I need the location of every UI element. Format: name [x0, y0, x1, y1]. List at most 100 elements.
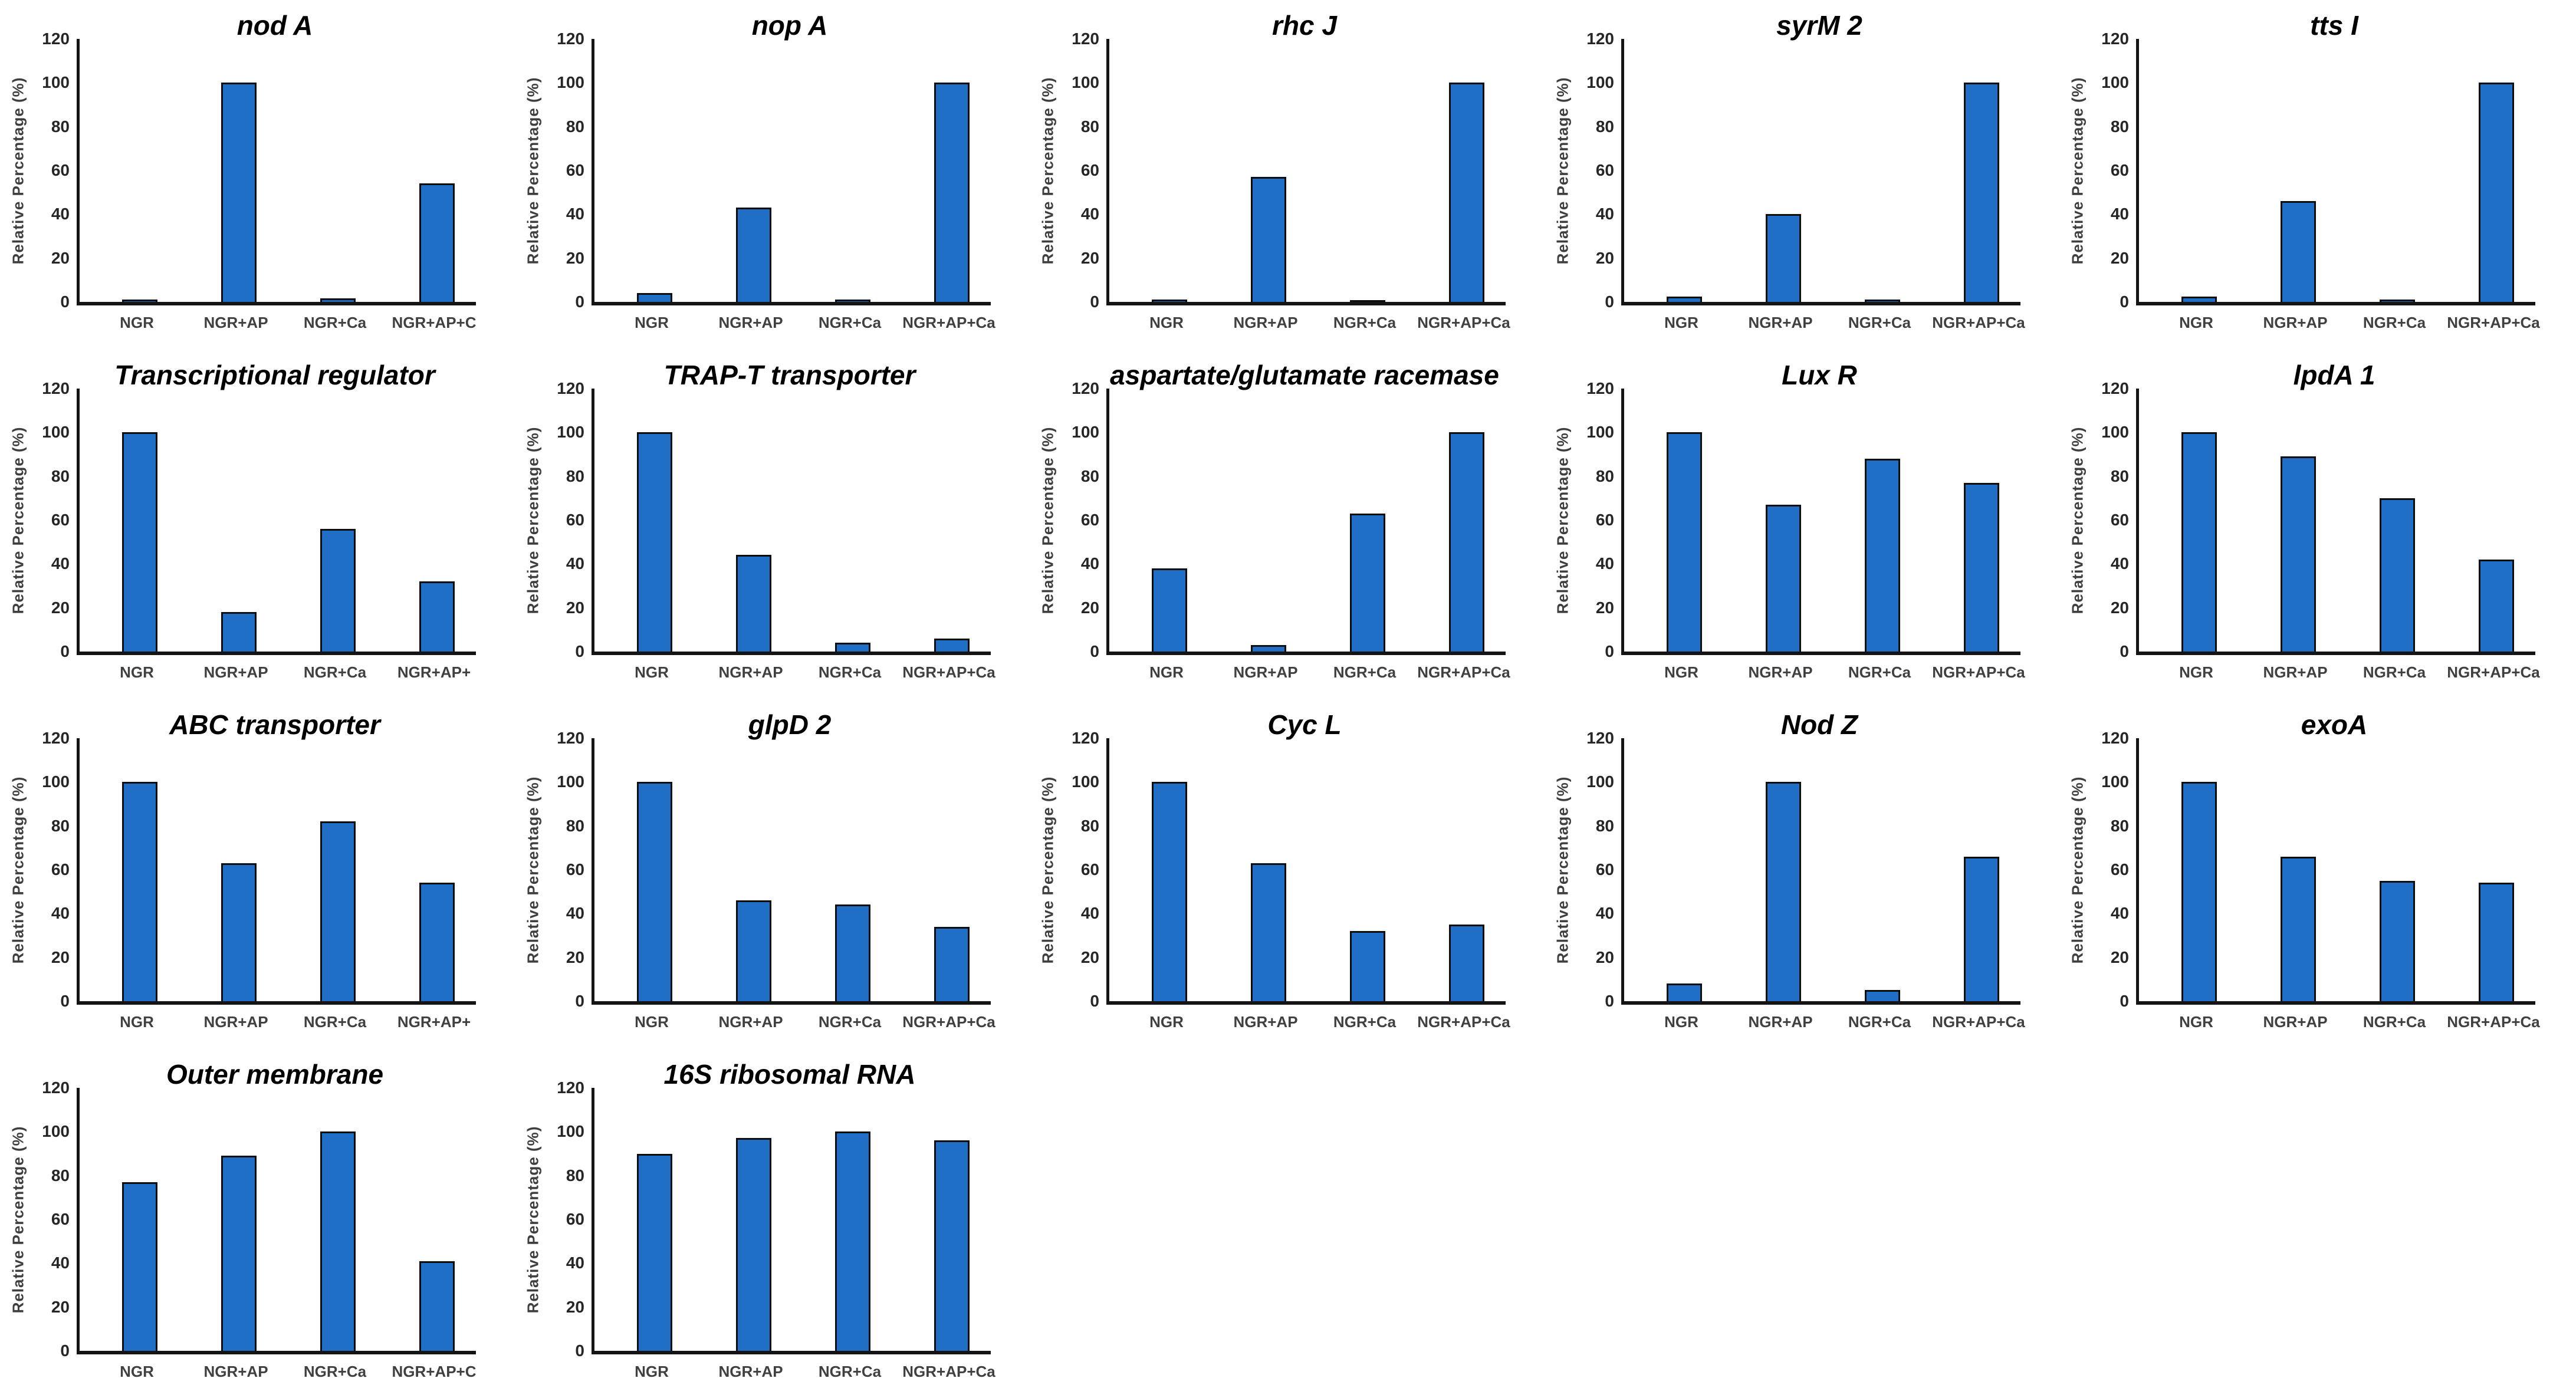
bar-ngr-ca — [1350, 513, 1385, 652]
bar-ngr-ap-ca — [1449, 83, 1484, 302]
chart-title: exoA — [2301, 709, 2368, 740]
bar-ngr — [2181, 432, 2217, 652]
x-category-label: NGR+AP — [1233, 314, 1298, 331]
x-category-label: NGR — [1664, 314, 1698, 331]
plot-area — [1621, 389, 2020, 655]
plot-area — [592, 1088, 991, 1354]
y-tick-label: 20 — [51, 1297, 70, 1316]
y-tick-label: 40 — [2110, 554, 2129, 573]
x-category-label: NGR+AP+Ca — [2447, 663, 2540, 681]
bar-ngr-ca — [1865, 990, 1900, 1001]
x-category-label: NGR+Ca — [2363, 1013, 2426, 1031]
y-tick-label: 60 — [1595, 511, 1614, 529]
y-tick-label: 60 — [51, 161, 70, 179]
y-tick-label: 40 — [51, 205, 70, 223]
bar-ngr — [1667, 296, 1702, 302]
bar-ngr — [637, 782, 672, 1001]
x-category-label: NGR+AP+Ca — [1417, 663, 1510, 681]
y-tick-label: 120 — [557, 1078, 584, 1097]
bar-ngr-ap — [2281, 456, 2316, 652]
x-category-label: NGR+AP — [718, 1363, 783, 1380]
bar-chart-nod-z: Nod Z Relative Percentage (%) 0 20 40 60 80 1… — [1545, 699, 2059, 1049]
y-tick-label: 100 — [557, 423, 584, 442]
plot-area — [1621, 39, 2020, 305]
y-tick-label: 80 — [2110, 466, 2129, 485]
y-tick-label: 0 — [60, 642, 70, 660]
y-tick-label: 100 — [42, 1122, 70, 1141]
bar-ngr-ap- — [419, 581, 455, 652]
bar-ngr — [2181, 296, 2217, 302]
bar-ngr — [1152, 300, 1187, 302]
plot-area — [1621, 738, 2020, 1005]
y-tick-label: 100 — [1586, 772, 1614, 791]
y-tick-label: 0 — [575, 292, 584, 311]
x-category-label: NGR+AP+Ca — [1932, 314, 2025, 331]
bar-chart-transcriptional-regulator: Transcriptional regulator Relative Perce… — [0, 350, 515, 699]
y-tick-label: 100 — [1072, 73, 1099, 92]
x-category-label: NGR+Ca — [818, 1363, 882, 1380]
bar-ngr-ca — [1865, 458, 1900, 652]
bar-ngr-ap — [2281, 201, 2316, 302]
x-category-label: NGR+Ca — [818, 1013, 882, 1031]
y-tick-label: 120 — [42, 29, 70, 48]
bar-chart-aspartate-glutamate-racemase: aspartate/glutamate racemase Relative Pe… — [1030, 350, 1545, 699]
plot-area — [2136, 389, 2535, 655]
x-category-label: NGR+Ca — [303, 1363, 367, 1380]
y-tick-label: 120 — [2101, 29, 2129, 48]
y-tick-label: 80 — [1080, 816, 1099, 835]
x-category-label: NGR+AP+Ca — [1417, 314, 1510, 331]
bar-ngr-ca — [2380, 498, 2415, 652]
chart-title: aspartate/glutamate racemase — [1110, 360, 1499, 390]
plot-area — [1106, 738, 1506, 1005]
chart-title: Outer membrane — [166, 1059, 384, 1090]
y-tick-label: 40 — [566, 554, 584, 573]
x-category-label: NGR+Ca — [1333, 1013, 1397, 1031]
bar-ngr-ap — [221, 863, 257, 1001]
x-category-label: NGR+AP — [1233, 663, 1298, 681]
bar-ngr-ap — [1251, 177, 1286, 302]
y-tick-label: 0 — [575, 642, 584, 660]
y-tick-label: 120 — [557, 379, 584, 397]
x-category-label: NGR — [1664, 1013, 1698, 1031]
bar-ngr-ap — [1251, 644, 1286, 652]
chart-title: lpdA 1 — [2293, 360, 2375, 390]
y-tick-label: 80 — [51, 466, 70, 485]
bar-ngr-ap — [736, 900, 771, 1001]
y-tick-label: 100 — [557, 1122, 584, 1141]
bar-ngr-ap- — [419, 883, 455, 1001]
x-category-label: NGR+Ca — [818, 314, 882, 331]
chart-title: glpD 2 — [748, 709, 832, 740]
y-tick-label: 20 — [1080, 948, 1099, 966]
y-tick-label: 40 — [51, 904, 70, 923]
x-category-label: NGR+AP+Ca — [902, 1013, 995, 1031]
y-tick-label: 80 — [566, 466, 584, 485]
bar-ngr-ca — [835, 904, 870, 1001]
x-category-label: NGR — [635, 1013, 669, 1031]
y-tick-label: 40 — [1080, 904, 1099, 923]
y-tick-label: 0 — [1605, 992, 1614, 1010]
y-tick-label: 0 — [60, 992, 70, 1010]
bar-ngr — [122, 300, 157, 302]
bar-ngr-ap-ca — [1964, 482, 1999, 652]
bar-chart-nod-a: nod A Relative Percentage (%) 0 20 40 60 80 1… — [0, 0, 515, 350]
y-tick-label: 60 — [51, 860, 70, 879]
y-tick-label: 40 — [566, 904, 584, 923]
y-tick-label: 100 — [42, 73, 70, 92]
x-category-label: NGR — [635, 663, 669, 681]
x-category-label: NGR+Ca — [1848, 1013, 1911, 1031]
y-tick-label: 120 — [1586, 729, 1614, 747]
x-category-label: NGR+AP+Ca — [2447, 314, 2540, 331]
bar-ngr — [122, 782, 157, 1001]
y-tick-label: 80 — [1080, 466, 1099, 485]
bar-chart-rhc-j: rhc J Relative Percentage (%) 0 20 40 60 80 1… — [1030, 0, 1545, 350]
chart-title: Transcriptional regulator — [114, 360, 435, 390]
x-category-label: NGR+AP — [203, 1013, 268, 1031]
bar-ngr — [1667, 432, 1702, 652]
chart-title: tts I — [2310, 10, 2358, 41]
y-tick-label: 80 — [2110, 117, 2129, 136]
x-category-label: NGR+Ca — [2363, 314, 2426, 331]
bar-ngr-ap-ca — [1449, 432, 1484, 652]
bar-chart-lpda-1: lpdA 1 Relative Percentage (%) 0 20 40 60 80… — [2059, 350, 2574, 699]
y-tick-label: 80 — [51, 1166, 70, 1185]
y-tick-label: 100 — [1586, 423, 1614, 442]
